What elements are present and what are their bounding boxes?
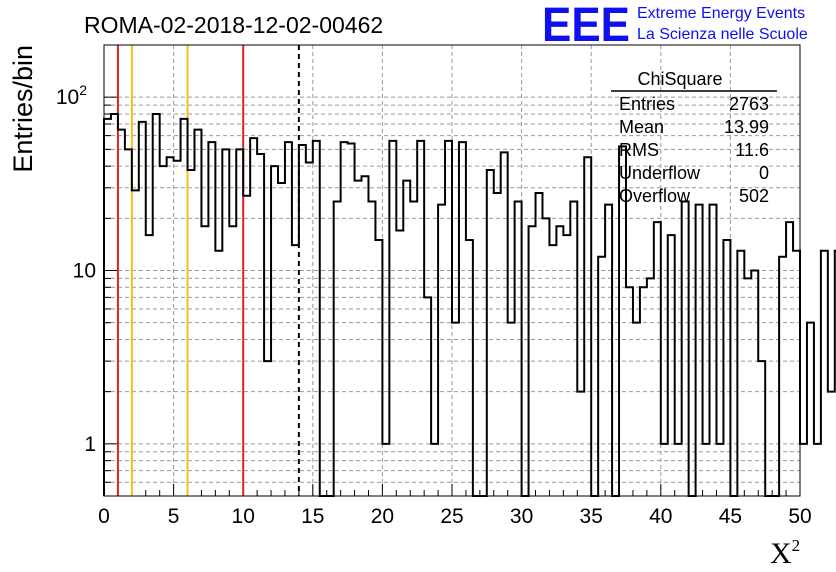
x-tick-label: 0	[98, 505, 110, 528]
brand-line-2: La Scienza nelle Scuole	[637, 26, 808, 43]
stats-value-underflow: 0	[759, 163, 769, 183]
eee-logo: EEE	[542, 0, 630, 52]
x-tick-label: 35	[580, 505, 603, 528]
x-tick-label: 50	[788, 505, 811, 528]
stats-value-overflow: 502	[739, 186, 769, 206]
x-tick-label: 25	[440, 505, 463, 528]
plot-frame	[103, 44, 801, 497]
stats-box: ChiSquare Entries 2763 Mean 13.99 RMS 11…	[611, 69, 777, 206]
stats-label-rms: RMS	[619, 140, 659, 160]
brand-line-1: Extreme Energy Events	[637, 5, 805, 22]
y-axis-label: Entries/bin	[8, 45, 38, 173]
stats-value-mean: 13.99	[724, 117, 769, 137]
x-tick-label: 10	[232, 505, 255, 528]
stats-label-overflow: Overflow	[619, 186, 691, 206]
x-tick-label: 15	[301, 505, 324, 528]
y-tick-label: 10	[73, 260, 96, 283]
x-axis-label: X2	[770, 536, 800, 570]
x-tick-label: 5	[168, 505, 180, 528]
y-tick-label: 102	[56, 82, 87, 109]
tick-labels: 0 5 10 15 20 25 30 35 40 45 50 1 10 102	[56, 82, 812, 528]
x-tick-label: 40	[649, 505, 672, 528]
stats-value-rms: 11.6	[735, 140, 769, 160]
stats-label-mean: Mean	[619, 117, 664, 137]
y-tick-label: 1	[84, 433, 96, 456]
stats-value-entries: 2763	[729, 94, 769, 114]
stats-box-title: ChiSquare	[637, 69, 722, 89]
stats-label-entries: Entries	[619, 94, 675, 114]
x-tick-label: 45	[719, 505, 742, 528]
histogram-step-line	[103, 112, 836, 497]
stats-label-underflow: Underflow	[619, 163, 701, 183]
x-tick-label: 30	[510, 505, 533, 528]
x-tick-label: 20	[371, 505, 394, 528]
run-title: ROMA-02-2018-12-02-00462	[84, 12, 383, 38]
